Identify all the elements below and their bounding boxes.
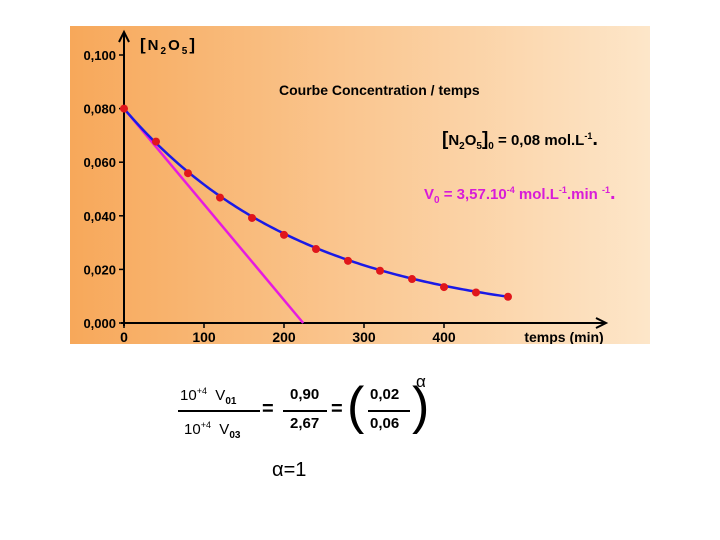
data-point xyxy=(184,169,192,178)
x-axis-label: temps (min) xyxy=(524,329,603,344)
x-tick-label: 400 xyxy=(432,329,456,344)
y-tick-label: 0,080 xyxy=(83,102,116,117)
eq-fraction-line-1 xyxy=(178,410,260,412)
eq-paren-close: ) xyxy=(412,377,430,435)
y-tick-label: 0,020 xyxy=(83,262,116,277)
data-point xyxy=(216,193,224,202)
eq-ratio-denominator: 2,67 xyxy=(290,415,320,432)
y-axis-arrow xyxy=(118,29,130,43)
initial-concentration-label: [N2O5]0 = 0,08 mol.L-1. xyxy=(442,128,598,152)
data-point xyxy=(120,104,128,113)
data-point xyxy=(376,266,384,275)
eq-fraction-line-2 xyxy=(283,410,327,412)
x-tick-label: 300 xyxy=(352,329,376,344)
data-point xyxy=(472,288,480,297)
x-tick-label: 100 xyxy=(192,329,216,344)
eq-result: α=1 xyxy=(272,459,307,481)
data-point xyxy=(440,283,448,292)
chart-panel: 0,000 0,020 0,040 0,060 0,080 0,100 0 100 200 300… xyxy=(70,26,650,344)
eq-conc-numerator: 0,02 xyxy=(370,386,400,403)
eq-paren-open: ( xyxy=(347,377,365,435)
eq-alpha-exponent: α xyxy=(416,372,426,391)
y-tick-label: 0,040 xyxy=(83,209,116,224)
data-point xyxy=(248,213,256,222)
eq-conc-denominator: 0,06 xyxy=(370,415,400,432)
eq-equals-1: = xyxy=(262,398,274,420)
data-point xyxy=(344,256,352,265)
chart: 0,000 0,020 0,040 0,060 0,080 0,100 0 100 200 300… xyxy=(70,26,650,344)
data-point xyxy=(152,137,160,146)
x-tick-label: 0 xyxy=(120,329,128,344)
y-tick-label: 0,000 xyxy=(83,316,116,331)
eq-denominator-left: 10+4 V03 xyxy=(184,420,241,441)
data-point xyxy=(504,292,512,301)
eq-fraction-line-3 xyxy=(368,410,410,412)
eq-numerator-left: 10+4 V01 xyxy=(180,386,237,407)
x-axis-arrow xyxy=(595,317,609,329)
data-point xyxy=(280,230,288,239)
chart-title: Courbe Concentration / temps xyxy=(279,82,480,98)
y-tick-label: 0,060 xyxy=(83,155,116,170)
data-point xyxy=(408,275,416,284)
eq-equals-2: = xyxy=(331,398,343,420)
data-point xyxy=(312,245,320,254)
eq-ratio-numerator: 0,90 xyxy=(290,386,320,403)
v0-label: V0 = 3,57.10-4 mol.L-1.min -1. xyxy=(424,182,616,206)
x-tick-label: 200 xyxy=(272,329,296,344)
y-tick-label: 0,100 xyxy=(83,48,116,63)
chart-background xyxy=(70,26,650,344)
y-axis-label: [N2O5] xyxy=(140,35,197,57)
